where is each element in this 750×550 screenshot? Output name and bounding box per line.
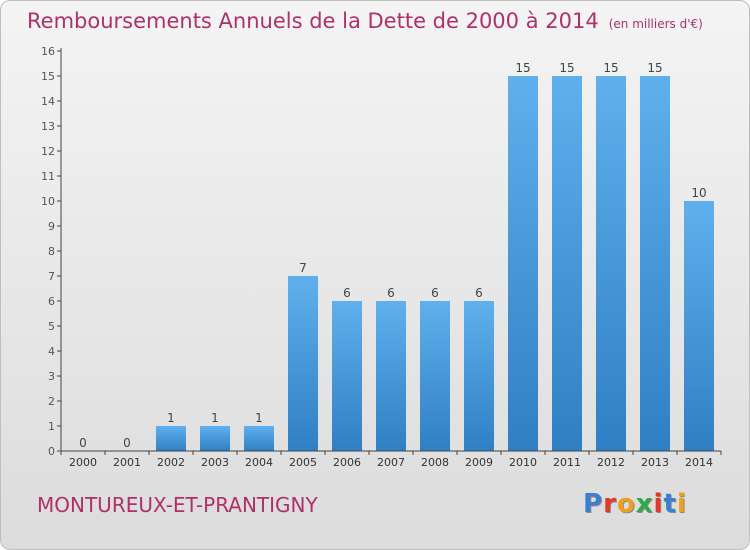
logo-letter: x xyxy=(635,489,654,519)
logo-letter: o xyxy=(616,489,636,519)
y-tick-11: 11 xyxy=(41,170,55,183)
y-tick-7: 7 xyxy=(48,270,55,283)
bar-2006 xyxy=(332,301,362,451)
y-tick-10: 10 xyxy=(41,195,55,208)
x-tick-2010: 2010 xyxy=(509,456,537,469)
logo-letter: i xyxy=(676,489,687,519)
chart-title: Remboursements Annuels de la Dette de 20… xyxy=(27,9,703,33)
y-tick-8: 8 xyxy=(48,245,55,258)
value-label-2012: 15 xyxy=(603,61,618,75)
value-label-2008: 6 xyxy=(431,286,439,300)
value-label-2007: 6 xyxy=(387,286,395,300)
bar-2003 xyxy=(200,426,230,451)
value-label-2001: 0 xyxy=(123,436,131,450)
commune-name: MONTUREUX-ET-PRANTIGNY xyxy=(37,493,318,517)
x-tick-2012: 2012 xyxy=(597,456,625,469)
y-tick-9: 9 xyxy=(48,220,55,233)
logo-letter: t xyxy=(663,489,677,519)
logo-letter: i xyxy=(653,489,664,519)
value-label-2006: 6 xyxy=(343,286,351,300)
value-label-2000: 0 xyxy=(79,436,87,450)
bar-2012 xyxy=(596,76,626,451)
x-tick-2008: 2008 xyxy=(421,456,449,469)
value-label-2002: 1 xyxy=(167,411,175,425)
value-label-2013: 15 xyxy=(647,61,662,75)
y-tick-2: 2 xyxy=(48,395,55,408)
x-tick-2007: 2007 xyxy=(377,456,405,469)
y-tick-13: 13 xyxy=(41,120,55,133)
bar-2002 xyxy=(156,426,186,451)
y-tick-14: 14 xyxy=(41,95,55,108)
value-label-2004: 1 xyxy=(255,411,263,425)
x-tick-2009: 2009 xyxy=(465,456,493,469)
y-tick-3: 3 xyxy=(48,370,55,383)
x-tick-2001: 2001 xyxy=(113,456,141,469)
bar-2011 xyxy=(552,76,582,451)
logo-letter: r xyxy=(603,489,617,519)
value-label-2009: 6 xyxy=(475,286,483,300)
bar-2013 xyxy=(640,76,670,451)
logo-letter: P xyxy=(583,489,604,519)
proxiti-logo: Proxiti xyxy=(583,489,687,519)
bar-2007 xyxy=(376,301,406,451)
x-tick-2013: 2013 xyxy=(641,456,669,469)
y-tick-12: 12 xyxy=(41,145,55,158)
value-label-2005: 7 xyxy=(299,261,307,275)
x-tick-2006: 2006 xyxy=(333,456,361,469)
y-tick-1: 1 xyxy=(48,420,55,433)
bar-2014 xyxy=(684,201,714,451)
chart-unit: (en milliers d'€) xyxy=(608,17,703,31)
x-tick-2005: 2005 xyxy=(289,456,317,469)
value-label-2014: 10 xyxy=(691,186,706,200)
x-tick-2011: 2011 xyxy=(553,456,581,469)
y-tick-4: 4 xyxy=(48,345,55,358)
value-label-2011: 15 xyxy=(559,61,574,75)
bar-2004 xyxy=(244,426,274,451)
y-tick-15: 15 xyxy=(41,70,55,83)
y-tick-0: 0 xyxy=(48,445,55,458)
bar-2009 xyxy=(464,301,494,451)
bar-2010 xyxy=(508,76,538,451)
x-tick-2002: 2002 xyxy=(157,456,185,469)
bar-2008 xyxy=(420,301,450,451)
x-tick-2003: 2003 xyxy=(201,456,229,469)
x-tick-2004: 2004 xyxy=(245,456,273,469)
y-tick-16: 16 xyxy=(41,45,55,58)
value-label-2003: 1 xyxy=(211,411,219,425)
x-tick-2000: 2000 xyxy=(69,456,97,469)
x-tick-2014: 2014 xyxy=(685,456,713,469)
value-label-2010: 15 xyxy=(515,61,530,75)
bar-2005 xyxy=(288,276,318,451)
y-tick-5: 5 xyxy=(48,320,55,333)
y-tick-6: 6 xyxy=(48,295,55,308)
